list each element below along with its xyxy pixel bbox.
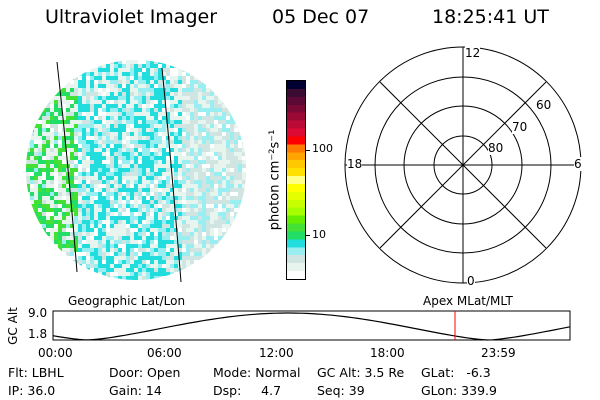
mlt-line — [379, 81, 547, 249]
xtick-0600: 06:00 — [147, 346, 182, 360]
colorbar-tick-10: 10 — [312, 228, 326, 241]
mlt-label-18: 18 — [347, 157, 363, 171]
altitude-curve — [52, 312, 571, 341]
mlt-label-12: 12 — [465, 46, 481, 60]
meridian-line — [161, 67, 182, 283]
ytick-1-8: 1.8 — [28, 327, 48, 341]
xtick-1200: 12:00 — [259, 346, 294, 360]
mode-info: Mode: Normal — [213, 365, 301, 380]
gc-alt-info: GC Alt: 3.5 Re — [317, 365, 405, 380]
lat-label-80: 80 — [488, 141, 504, 155]
door-info: Door: Open — [109, 365, 181, 380]
orbit-plot-frame — [52, 310, 571, 341]
apex-label: Apex MLat/MLT — [423, 294, 513, 308]
lat-label-70: 70 — [512, 120, 528, 134]
filter-info: Flt: LBHL — [8, 365, 64, 380]
ytick-9: 9.0 — [28, 306, 48, 320]
instrument-title: Ultraviolet Imager — [45, 6, 218, 28]
mlt-label-0: 0 — [467, 274, 475, 288]
colorbar-tick — [306, 150, 310, 151]
time-label: 18:25:41 UT — [432, 6, 549, 28]
glat-info: GLat: -6.3 — [421, 365, 491, 380]
geographic-label: Geographic Lat/Lon — [68, 294, 186, 308]
lat-label-60: 60 — [536, 98, 552, 112]
dsp-info: Dsp: 4.7 — [213, 383, 282, 398]
gain-info: Gain: 14 — [109, 383, 162, 398]
glon-info: GLon: 339.9 — [421, 383, 497, 398]
colorbar-tick — [306, 235, 310, 236]
seq-info: Seq: 39 — [317, 383, 365, 398]
xtick-1800: 18:00 — [370, 346, 405, 360]
meridian-line — [56, 61, 78, 273]
date-label: 05 Dec 07 — [272, 6, 370, 28]
colorbar — [286, 80, 306, 280]
ip-info: IP: 36.0 — [8, 383, 56, 398]
xtick-2359: 23:59 — [481, 346, 516, 360]
mlt-label-6: 6 — [574, 157, 582, 171]
xtick-0000: 00:00 — [38, 346, 73, 360]
colorbar-tick-100: 100 — [312, 142, 333, 155]
